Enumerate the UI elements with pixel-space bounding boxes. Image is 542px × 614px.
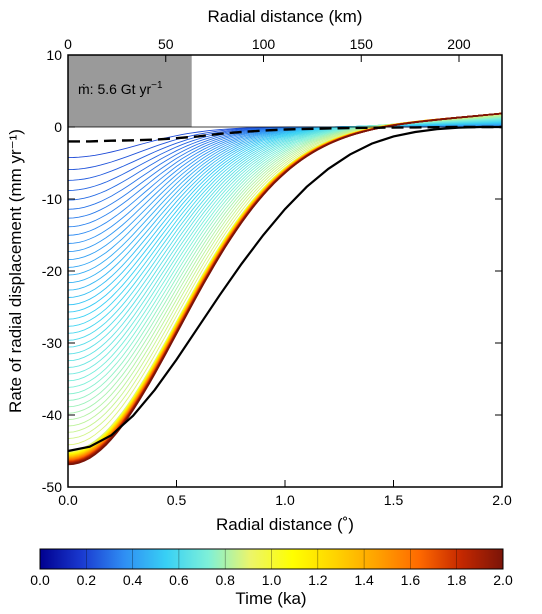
y-tick-label: -20 xyxy=(42,263,62,279)
colorbar-tick-label: 1.6 xyxy=(401,572,421,588)
x-tick-label: 0.0 xyxy=(58,492,78,508)
reference-curve-solid xyxy=(67,125,502,453)
reference-curve-dashed xyxy=(68,125,502,143)
annotation-box xyxy=(68,55,192,127)
colorbar-tick-label: 0.8 xyxy=(215,572,235,588)
time-curves xyxy=(68,112,502,466)
x-tick-label: 1.5 xyxy=(384,492,404,508)
annotation-label: ṁ: 5.6 Gt yr−1 xyxy=(78,80,163,97)
colorbar-frame xyxy=(39,548,504,570)
colorbar-tick-label: 1.0 xyxy=(262,572,282,588)
time-curve xyxy=(68,112,502,466)
plot-area xyxy=(67,54,503,488)
x2-tick-label: 150 xyxy=(350,36,374,52)
colorbar-tick-label: 0.6 xyxy=(169,572,189,588)
y-axis: 10 0 -10 -20 -30 -40 -50 xyxy=(42,47,502,495)
x2-tick-label: 0 xyxy=(64,36,72,52)
x2-tick-label: 50 xyxy=(158,36,174,52)
y-tick-label: -50 xyxy=(42,479,62,495)
colorbar-tick-label: 1.4 xyxy=(354,572,374,588)
x-tick-label: 0.5 xyxy=(167,492,187,508)
x2-tick-label: 100 xyxy=(252,36,276,52)
x-tick-label: 2.0 xyxy=(492,492,512,508)
colorbar-tick-label: 0.2 xyxy=(77,572,97,588)
colorbar-tick-label: 2.0 xyxy=(493,572,513,588)
y-tick-label: 10 xyxy=(46,47,62,63)
colorbar-tick-label: 1.8 xyxy=(447,572,467,588)
x-axis-top: 0 50 100 150 200 xyxy=(64,36,471,62)
y-tick-label: -40 xyxy=(42,407,62,423)
x-axis-title: Radial distance (˚) xyxy=(216,515,354,534)
y-tick-label: -30 xyxy=(42,335,62,351)
colorbar-ticks: 0.0 0.2 0.4 0.6 0.8 1.0 1.2 1.4 1.6 1.8 2.0 xyxy=(30,549,513,588)
colorbar-tick-label: 0.0 xyxy=(30,572,50,588)
colorbar-tick-label: 1.2 xyxy=(308,572,328,588)
colorbar-title: Time (ka) xyxy=(235,589,306,608)
y-axis-title: Rate of radial displacement (mm yr⁻¹) xyxy=(6,129,25,413)
x2-tick-label: 200 xyxy=(447,36,471,52)
x-tick-label: 1.0 xyxy=(275,492,295,508)
y-tick-label: -10 xyxy=(42,191,62,207)
colorbar-tick-label: 0.4 xyxy=(123,572,143,588)
x-axis-bottom: 0.0 0.5 1.0 1.5 2.0 xyxy=(58,480,512,508)
annotation-superscript: −1 xyxy=(151,80,163,91)
colorbar: 0.0 0.2 0.4 0.6 0.8 1.0 1.2 1.4 1.6 1.8 2.0 Time (… xyxy=(30,548,513,608)
x2-axis-title: Radial distance (km) xyxy=(208,7,363,26)
y-tick-label: 0 xyxy=(54,119,62,135)
